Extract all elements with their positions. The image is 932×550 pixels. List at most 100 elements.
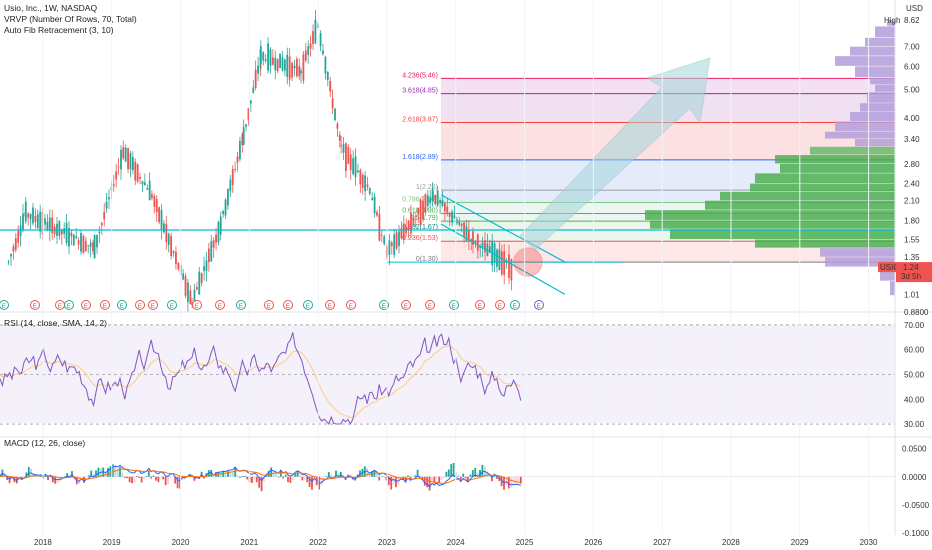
earnings-marker[interactable]: E: [264, 300, 274, 311]
candle-body: [276, 58, 279, 72]
candle-body: [127, 148, 129, 170]
macd-hist-bar: [270, 467, 273, 477]
earnings-marker[interactable]: E: [81, 300, 91, 311]
rsi-line: [0, 332, 522, 426]
earnings-letter: E: [239, 303, 244, 310]
price-axis[interactable]: High 8.62 7.00 6.00 5.00 4.00 3.40 2.80 2.40 2.10…: [878, 16, 932, 317]
candle-body: [108, 197, 110, 200]
earnings-marker[interactable]: E: [167, 300, 177, 311]
earnings-marker[interactable]: E: [401, 300, 411, 311]
earnings-marker[interactable]: E: [379, 300, 389, 311]
earnings-marker[interactable]: E: [64, 300, 74, 311]
earnings-circle: [510, 300, 520, 310]
candle-body: [231, 168, 234, 186]
earnings-marker[interactable]: E: [236, 300, 246, 311]
earnings-marker[interactable]: E: [303, 300, 313, 311]
macd-hist-bar: [236, 475, 239, 477]
earnings-marker[interactable]: E: [215, 300, 225, 311]
candle-body: [429, 197, 432, 204]
candle-body: [307, 45, 310, 56]
macd-hist-bar: [515, 476, 517, 484]
macd-hist-bar: [407, 475, 409, 477]
earnings-letter: E: [151, 303, 156, 310]
candle-body: [347, 146, 350, 164]
candle-body: [479, 246, 482, 249]
macd-hist-bar: [291, 476, 294, 480]
candle-body: [262, 52, 265, 61]
time-axis[interactable]: 2018 2019 2020 2021 2022 2023 2024 2025 2026 2027…: [34, 0, 878, 547]
price-candles: [7, 9, 513, 313]
indicator-fib[interactable]: Auto Fib Retracement (3, 10): [4, 25, 114, 35]
earnings-marker[interactable]: E: [475, 300, 485, 311]
earnings-marker[interactable]: E: [534, 300, 544, 311]
earnings-circle: [475, 300, 485, 310]
earnings-marker[interactable]: E: [0, 300, 9, 311]
macd-hist-bar: [390, 476, 393, 490]
high-label: High: [884, 16, 900, 25]
fib-label: 2.618(3.87): [402, 116, 438, 123]
candle-body: [48, 217, 51, 231]
candle-body: [131, 157, 134, 171]
macd-hist-bar: [227, 471, 229, 477]
candle-body: [364, 175, 367, 192]
signal-line: [0, 468, 521, 484]
earnings-circle: [379, 300, 389, 310]
macd-tick: 0.0000: [902, 473, 927, 482]
indicator-vrvp[interactable]: VRVP (Number Of Rows, 70, Total): [4, 14, 137, 24]
price-tick: 2.10: [904, 197, 920, 206]
macd-hist-bar: [438, 476, 441, 483]
earnings-marker[interactable]: E: [495, 300, 505, 311]
macd-hist-bar: [375, 473, 378, 477]
candle-body: [259, 45, 262, 64]
earnings-marker[interactable]: E: [30, 300, 40, 311]
macd-hist-bar: [102, 467, 105, 477]
rsi-label[interactable]: RSI (14, close, SMA, 14, 2): [4, 318, 107, 328]
earnings-marker[interactable]: E: [346, 300, 356, 311]
earnings-marker[interactable]: E: [325, 300, 335, 311]
macd-hist-bar: [143, 476, 145, 480]
earnings-marker[interactable]: E: [192, 300, 202, 311]
earnings-marker[interactable]: E: [148, 300, 158, 311]
macd-hist-bar: [174, 476, 177, 484]
candle-body: [373, 196, 376, 214]
vp-bar: [835, 56, 895, 66]
macd-hist-bar: [416, 469, 419, 477]
earnings-marker[interactable]: E: [117, 300, 127, 311]
candle-body: [309, 43, 312, 49]
candle-body: [80, 232, 82, 252]
price-tick: 0.8800: [904, 308, 929, 317]
macd-hist-bar: [320, 476, 323, 486]
macd-hist-bar: [330, 474, 333, 477]
earnings-marker[interactable]: E: [283, 300, 293, 311]
vp-bar: [650, 220, 895, 229]
earnings-marker[interactable]: E: [55, 300, 65, 311]
fib-label: 4.236(5.46): [402, 72, 438, 79]
earnings-marker[interactable]: E: [425, 300, 435, 311]
macd-label[interactable]: MACD (12, 26, close): [4, 438, 85, 448]
earnings-circle: [135, 300, 145, 310]
earnings-marker[interactable]: E: [135, 300, 145, 311]
macd-hist-bar: [356, 474, 359, 477]
candle-body: [410, 212, 412, 234]
candle-body: [503, 251, 506, 275]
candle-body: [378, 214, 381, 241]
candle-body: [434, 194, 437, 205]
macd-hist-bar: [121, 472, 124, 477]
macd-hist-bar: [119, 467, 121, 477]
earnings-letter: E: [33, 303, 38, 310]
candle-body: [72, 234, 75, 246]
candle-body: [241, 134, 244, 146]
macd-hist-bar: [445, 471, 448, 477]
candle-body: [227, 189, 229, 206]
candle-body: [139, 176, 141, 179]
macd-hist-bar: [332, 476, 335, 477]
earnings-marker[interactable]: E: [510, 300, 520, 311]
earnings-marker[interactable]: E: [100, 300, 110, 311]
macd-hist-bar: [277, 476, 280, 478]
candle-body: [160, 210, 163, 230]
earnings-marker[interactable]: E: [449, 300, 459, 311]
macd-hist-bar: [152, 475, 155, 477]
candle-body: [302, 54, 305, 81]
